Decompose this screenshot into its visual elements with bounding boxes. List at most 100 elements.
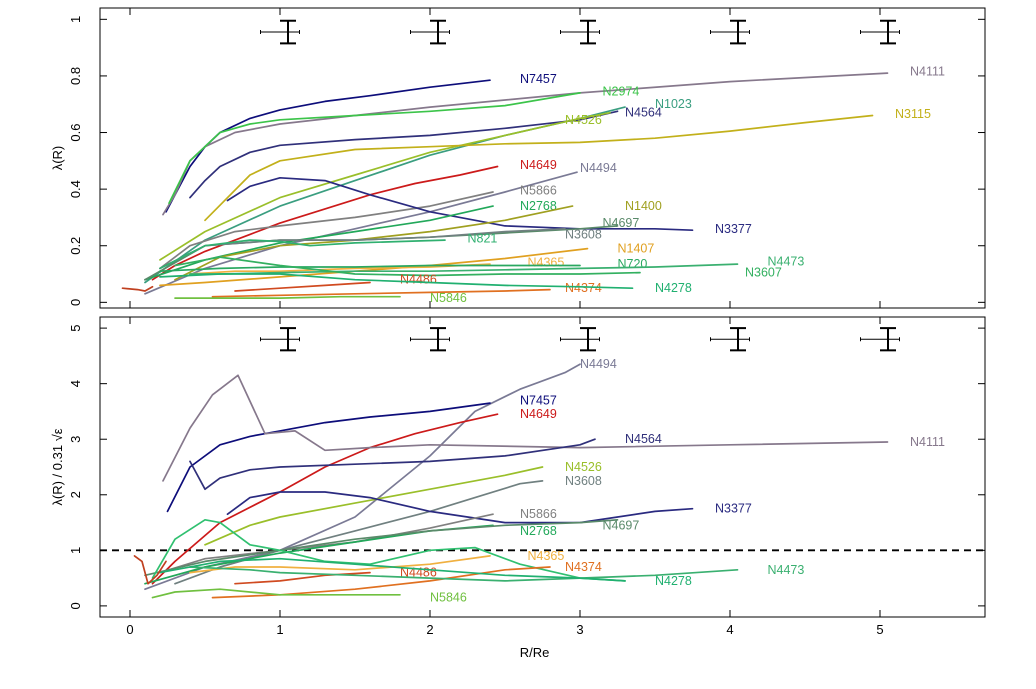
bottom-y-tick-label: 5	[68, 324, 83, 331]
top-series-label-n1407: N1407	[618, 242, 655, 256]
bottom-series-label-n4278: N4278	[655, 574, 692, 588]
top-series-label-n4526: N4526	[565, 113, 602, 127]
bottom-series-label-n4111: N4111	[910, 435, 945, 449]
top-series-label-n1023: N1023	[655, 97, 692, 111]
top-series-label-n3608: N3608	[565, 227, 602, 241]
top-series-line-n4564	[189, 110, 619, 199]
top-panel: 00.20.40.60.81λ(R)N7457N4111N2974N1023N4…	[50, 7, 986, 309]
top-error-bar-marker	[410, 19, 450, 45]
bottom-x-tick-label: 2	[426, 622, 433, 637]
top-series-line-n4278	[159, 273, 634, 290]
bottom-series-line-n4649	[151, 413, 499, 585]
bottom-series-line-n4111	[162, 374, 889, 482]
top-series-line-n4374	[211, 288, 551, 298]
bottom-series-label-n4494: N4494	[580, 357, 617, 371]
bottom-series-label-n5866: N5866	[520, 507, 557, 521]
top-series-label-n4564: N4564	[625, 106, 662, 120]
bottom-series-line-n4526	[204, 466, 544, 546]
top-series-line-n4486	[234, 281, 371, 292]
bottom-series-line-n4697	[144, 518, 619, 577]
bottom-error-bar-marker	[710, 327, 750, 352]
bottom-series-label-n4473: N4473	[768, 563, 805, 577]
top-error-bar-marker	[560, 19, 600, 45]
top-y-tick-label: 0	[68, 299, 83, 306]
top-series-label-n3115: N3115	[895, 107, 931, 121]
top-y-tick-label: 0.8	[68, 67, 83, 85]
bottom-y-tick-label: 3	[68, 436, 83, 443]
top-series-line-n7457	[165, 79, 491, 213]
bottom-series-label-n4697: N4697	[603, 518, 640, 532]
top-series-line-n5846	[174, 295, 401, 299]
top-series-label-n4486: N4486	[400, 273, 437, 287]
top-y-tick-label: 0.6	[68, 123, 83, 141]
top-series-label-n7457: N7457	[520, 72, 557, 86]
bottom-series-line-n7457	[166, 402, 491, 513]
bottom-series-label-n4374: N4374	[565, 560, 602, 574]
top-error-bar-marker	[260, 19, 300, 45]
top-series-label-n5866: N5866	[520, 184, 557, 198]
bottom-series-line-n4486	[234, 571, 371, 585]
bottom-x-axis-label: R/Re	[520, 645, 550, 660]
top-y-tick-label: 0.2	[68, 237, 83, 255]
bottom-series-label-n4365: N4365	[528, 549, 565, 563]
top-series-label-n5846: N5846	[430, 291, 467, 305]
top-series-label-n2768: N2768	[520, 199, 557, 213]
bottom-series-label-n4649: N4649	[520, 407, 557, 421]
bottom-series-line-n5866	[159, 513, 494, 574]
bottom-series-line-n4564	[189, 438, 596, 491]
bottom-series-label-n5846: N5846	[430, 591, 467, 605]
top-series-label-n4365: N4365	[528, 256, 565, 270]
bottom-series-label-n7457: N7457	[520, 393, 557, 407]
bottom-y-tick-label: 4	[68, 380, 83, 387]
bottom-series-label-n4564: N4564	[625, 432, 662, 446]
top-series-label-n720: N720	[618, 257, 648, 271]
top-series-line-n821	[159, 239, 446, 270]
top-error-bar-marker	[710, 19, 750, 45]
bottom-series-label-n2768: N2768	[520, 524, 557, 538]
bottom-series-line-n3377	[226, 491, 694, 524]
bottom-series-label-n4526: N4526	[565, 460, 602, 474]
bottom-series-label-n3608: N3608	[565, 474, 602, 488]
bottom-x-tick-label: 1	[276, 622, 283, 637]
bottom-plot-frame	[99, 316, 986, 618]
top-series-line-unlabeled	[121, 285, 154, 292]
bottom-series-line-n4473	[189, 566, 739, 582]
top-series-line-n4526	[159, 111, 611, 261]
top-y-tick-label: 1	[68, 16, 83, 23]
bottom-x-tick-label: 4	[726, 622, 733, 637]
bottom-x-tick-label: 3	[576, 622, 583, 637]
top-series-line-n5866	[159, 191, 494, 270]
bottom-error-bar-marker	[410, 327, 450, 352]
top-error-bar-marker	[860, 19, 900, 45]
top-series-label-n1400: N1400	[625, 199, 662, 213]
top-y-axis-label: λ(R)	[50, 146, 65, 171]
top-plot-frame	[99, 7, 986, 309]
top-series-label-n4374: N4374	[565, 281, 602, 295]
bottom-y-tick-label: 1	[68, 547, 83, 554]
top-series-line-n3607	[174, 256, 641, 277]
top-series-line-n2768	[144, 205, 494, 281]
bottom-x-tick-label: 0	[126, 622, 133, 637]
top-series-line-n4649	[151, 165, 499, 281]
bottom-error-bar-marker	[860, 327, 900, 352]
bottom-series-line-n4374	[211, 566, 551, 599]
bottom-y-axis-label: λ(R) / 0.31 √ε	[50, 428, 65, 505]
bottom-y-tick-label: 2	[68, 491, 83, 498]
bottom-x-tick-label: 5	[876, 622, 883, 637]
top-series-label-n821: N821	[468, 232, 498, 246]
top-series-label-n3607: N3607	[745, 266, 782, 280]
top-series-line-n3377	[226, 176, 694, 232]
bottom-y-tick-label: 0	[68, 602, 83, 609]
bottom-series-line-unlabeled	[133, 555, 167, 585]
bottom-series-label-n3377: N3377	[715, 502, 752, 516]
top-y-tick-label: 0.4	[68, 180, 83, 198]
top-series-line-n720	[159, 264, 581, 273]
bottom-error-bar-marker	[260, 327, 300, 352]
top-series-line-n3115	[204, 114, 874, 222]
bottom-panel: 0 1 2 3 4 5 0 1 2 3 4 5 λ(R) / 0.31 √ε R/Re N4494 N7457…	[50, 316, 986, 660]
top-series-label-n2974: N2974	[603, 84, 640, 98]
top-series-label-n4494: N4494	[580, 161, 617, 175]
top-series-label-n4473: N4473	[768, 254, 805, 268]
bottom-series-line-n5846	[151, 588, 401, 599]
